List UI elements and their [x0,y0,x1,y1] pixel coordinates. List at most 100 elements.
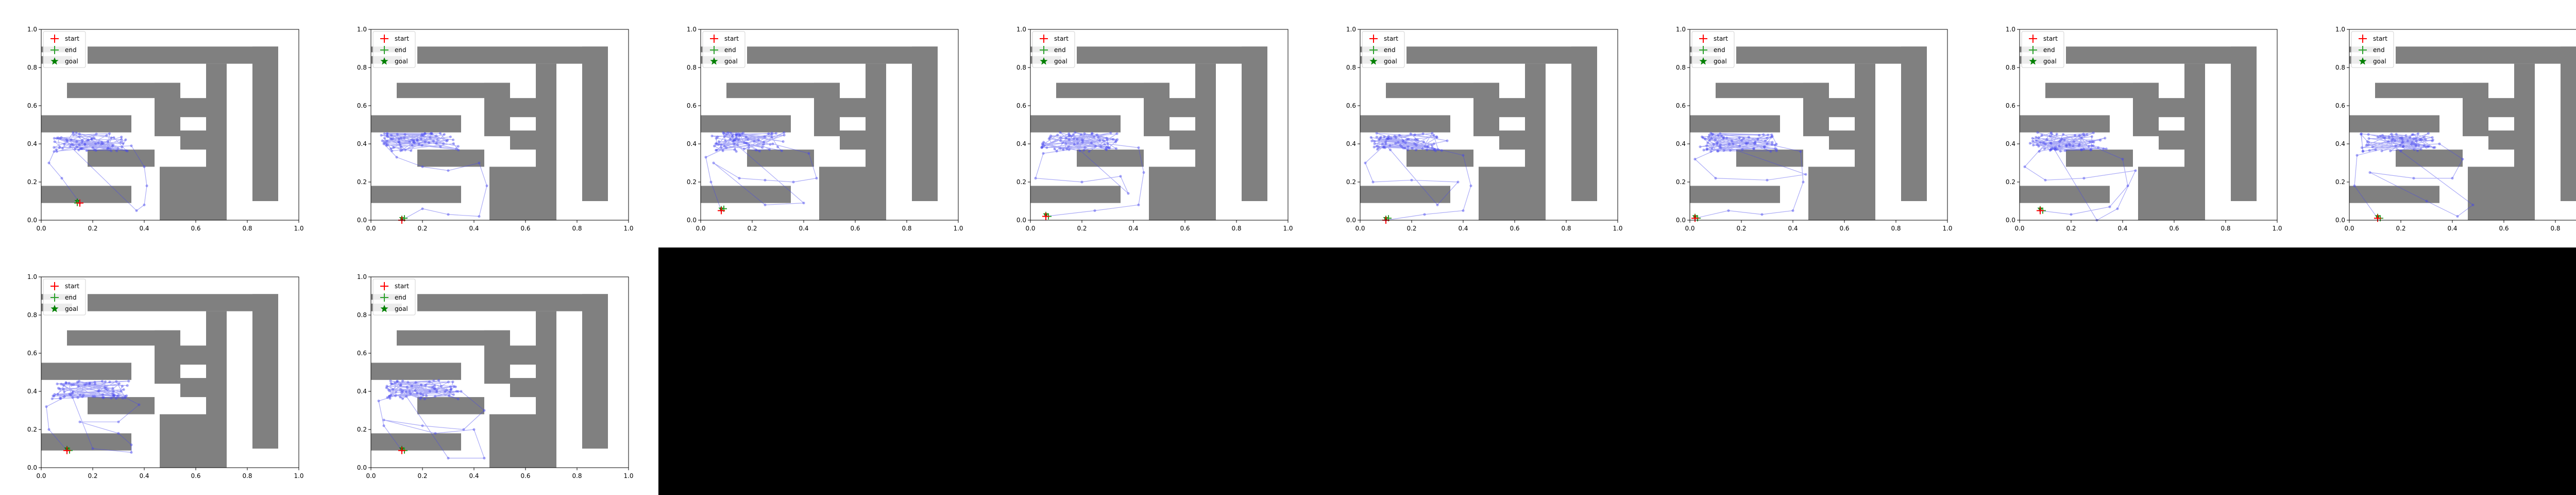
trajectory-point [1702,136,1705,139]
maze-wall [1571,46,1597,202]
maze-wall [88,397,155,415]
trajectory-point [387,394,391,398]
trajectory-point [2412,137,2415,140]
trajectory-point [125,394,128,398]
trajectory-point [2031,137,2034,140]
trajectory-point [72,390,75,393]
trajectory-point [1081,138,1084,141]
y-tick-label: 0.8 [27,64,37,71]
trajectory-point [408,140,411,143]
y-tick-label: 0.4 [1346,140,1356,147]
trajectory-point [1105,148,1108,152]
trajectory-point [433,384,436,387]
trajectory-point [91,395,95,398]
trajectory-point [1719,146,1722,149]
trajectory-point [122,388,125,391]
trajectory-point [1042,152,1045,155]
start-marker [76,199,83,207]
trajectory-point [1383,135,1386,138]
trajectory-point [1043,144,1046,147]
trajectory-point [1067,145,1070,148]
trajectory-point [442,142,445,145]
trajectory-point [1067,135,1071,138]
trajectory-point [1762,145,1766,148]
trajectory-point [435,390,438,394]
y-tick-label: 0.4 [2335,140,2345,147]
trajectory-line [378,380,485,459]
axes-frame [370,276,629,468]
trajectory-point [452,393,455,396]
trajectory-point [107,140,110,143]
y-tick-label: 0.4 [357,140,367,147]
trajectory-point [396,380,399,383]
trajectory-point [1062,148,1065,151]
trajectory-point [485,184,488,187]
trajectory-point [421,424,424,427]
trajectory-point [1092,136,1096,139]
trajectory-point [64,381,67,384]
trajectory-point [1716,150,1719,153]
trajectory-point [2414,137,2417,140]
trajectory-point [1387,135,1390,138]
subplot-5: 0.0 0.2 0.4 0.6 0.8 1.0 0.0 0.2 0.4 0.6 0.8 1.0 star… [1346,26,1623,232]
trajectory-point [1775,142,1778,146]
trajectory-point [1083,146,1087,149]
x-tick-label: 0.6 [1180,225,1190,232]
trajectory-point [399,149,402,152]
trajectory-point [2023,165,2026,168]
trajectory-point [82,393,85,397]
trajectory-point [78,133,81,136]
trajectory-point [449,388,452,391]
trajectory-point [1753,142,1756,145]
trajectory-point [425,394,428,398]
trajectory-point [748,143,751,146]
legend-label-goal: goal [2043,58,2057,65]
trajectory-point [2069,144,2072,147]
legend-label-end: end [1714,46,1725,54]
trajectory-point [1413,142,1416,145]
trajectory-point [145,184,148,187]
trajectory-point [722,131,725,134]
y-tick-label: 0.8 [357,311,367,319]
y-tick-label: 0.0 [1346,217,1356,224]
maze-wall [252,294,278,449]
x-tick-label: 0.6 [191,225,200,232]
trajectory-point [47,428,50,431]
trajectory-point [2080,148,2083,151]
legend-label-goal: goal [1714,58,1727,65]
trajectory-point [735,137,738,140]
trajectory-point [1097,136,1100,139]
trajectory-point [745,142,749,145]
x-tick-label: 0.0 [2014,225,2024,232]
trajectory-point [88,382,91,385]
trajectory-point [91,146,94,149]
maze-wall [371,186,461,203]
trajectory-point [2415,139,2418,142]
trajectory-point [104,386,107,389]
y-tick-label: 0.4 [27,140,37,147]
trajectory-point [446,139,449,142]
y-tick-label: 0.2 [357,426,367,433]
y-tick-label: 0.8 [2006,64,2015,71]
y-tick-label: 1.0 [2335,26,2345,33]
x-tick-label: 0.0 [366,472,376,480]
maze-wall [747,150,814,167]
trajectory-point [457,148,460,152]
trajectory-point [1693,158,1697,161]
trajectory-point [2431,139,2434,142]
trajectory-point [762,143,765,146]
x-tick-label: 0.8 [1231,225,1241,232]
trajectory-point [738,133,741,137]
trajectory-point [80,147,83,150]
trajectory-point [2400,136,2403,139]
maze-wall [417,46,608,64]
trajectory-point [1040,146,1043,149]
trajectory-point [1076,141,1079,144]
trajectory-point [399,384,402,387]
trajectory-point [1771,135,1774,138]
trajectory-point [392,146,395,149]
x-tick-label: 0.6 [1839,225,1849,232]
y-tick-label: 0.2 [2335,178,2345,186]
trajectory-point [2381,134,2384,137]
x-tick-label: 0.8 [242,225,252,232]
